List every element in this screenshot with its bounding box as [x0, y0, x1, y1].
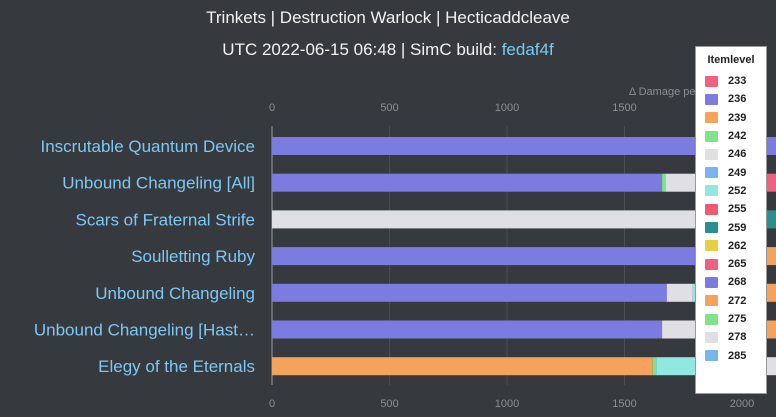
bar-segment-268 — [272, 283, 667, 302]
x-tick-label-bottom: 0 — [269, 398, 275, 410]
bar-segment-278 — [662, 320, 698, 339]
legend-item-268[interactable]: 268 — [696, 273, 766, 291]
legend-swatch — [705, 148, 718, 160]
category-label: Inscrutable Quantum Device — [41, 137, 256, 156]
x-tick-label-top: 1500 — [612, 102, 636, 114]
legend-label: 278 — [728, 331, 747, 344]
legend-item-239[interactable]: 239 — [696, 109, 766, 127]
legend-item-255[interactable]: 255 — [696, 200, 766, 218]
legend-item-278[interactable]: 278 — [696, 328, 766, 346]
bar-segment-272 — [272, 357, 653, 376]
legend-swatch — [705, 167, 718, 179]
legend-label: 265 — [728, 258, 747, 271]
legend-item-262[interactable]: 262 — [696, 237, 766, 255]
legend-item-236[interactable]: 236 — [696, 90, 766, 108]
subtitle-text: UTC 2022-06-15 06:48 | SimC build: — [222, 40, 502, 59]
legend-item-285[interactable]: 285 — [696, 346, 766, 364]
legend-swatch — [705, 130, 718, 142]
x-tick-label-bottom: 1000 — [495, 398, 519, 410]
legend-title: Itemlevel — [707, 54, 755, 66]
legend-label: 272 — [728, 294, 747, 307]
legend-items: 233 236 239 242 246 249 252 255 259 262 265 268 272 2… — [696, 72, 766, 365]
x-tick-label-bottom: 1500 — [612, 398, 636, 410]
bar-segment-268 — [272, 137, 776, 155]
legend: Itemlevel 233 236 239 242 246 249 252 255 259 262… — [695, 46, 767, 394]
legend-item-275[interactable]: 275 — [696, 310, 766, 328]
legend-label: 236 — [728, 93, 747, 106]
legend-swatch — [705, 93, 718, 105]
legend-label: 268 — [728, 276, 747, 289]
legend-swatch — [705, 276, 718, 288]
legend-item-252[interactable]: 252 — [696, 182, 766, 200]
legend-swatch — [705, 75, 718, 87]
legend-label: 239 — [728, 111, 747, 124]
legend-swatch — [705, 112, 718, 124]
legend-swatch — [705, 313, 718, 325]
legend-label: 262 — [728, 239, 747, 252]
x-tick-label-bottom: 2000 — [730, 398, 754, 410]
legend-swatch — [705, 222, 718, 234]
legend-item-242[interactable]: 242 — [696, 127, 766, 145]
build-link[interactable]: fedaf4f — [501, 40, 554, 59]
x-tick-label-top: 1000 — [495, 102, 519, 114]
legend-swatch — [705, 331, 718, 343]
legend-item-265[interactable]: 265 — [696, 255, 766, 273]
legend-swatch — [705, 350, 718, 362]
category-label: Unbound Changeling [All] — [62, 174, 255, 193]
bar-segment-252 — [656, 357, 704, 376]
legend-label: 259 — [728, 221, 747, 234]
legend-item-246[interactable]: 246 — [696, 145, 766, 163]
category-label: Unbound Changeling [Hast… — [34, 321, 255, 340]
bar-segment-278 — [272, 210, 740, 229]
legend-item-233[interactable]: 233 — [696, 72, 766, 90]
x-tick-label-bottom: 500 — [380, 398, 398, 410]
bar-segment-278 — [666, 283, 693, 302]
category-label: Unbound Changeling — [95, 284, 255, 303]
bar-segment-275 — [652, 357, 657, 376]
x-tick-label-top: 0 — [269, 102, 275, 114]
bar-segment-268 — [272, 247, 705, 266]
legend-label: 275 — [728, 313, 747, 325]
legend-label: 252 — [728, 184, 747, 197]
legend-swatch — [705, 203, 718, 215]
legend-label: 255 — [728, 203, 747, 216]
bar-segment-272 — [764, 247, 776, 266]
category-label: Elegy of the Eternals — [98, 357, 255, 376]
bar-segment-268 — [272, 320, 663, 339]
category-label: Soulletting Ruby — [131, 247, 255, 266]
legend-item-249[interactable]: 249 — [696, 163, 766, 181]
bar-segment-278 — [665, 173, 697, 192]
bar-segment-268 — [272, 173, 663, 192]
chart-title: Trinkets | Destruction Warlock | Hectica… — [206, 8, 570, 27]
legend-swatch — [705, 240, 718, 252]
legend-swatch — [705, 258, 718, 270]
legend-label: 249 — [728, 166, 747, 179]
legend-swatch — [705, 295, 718, 307]
chart-subtitle: UTC 2022-06-15 06:48 | SimC build: fedaf… — [0, 40, 776, 60]
x-tick-label-top: 500 — [380, 102, 398, 114]
bar-segment-275 — [662, 173, 666, 192]
legend-swatch — [705, 185, 718, 197]
legend-item-272[interactable]: 272 — [696, 292, 766, 310]
category-label: Scars of Fraternal Strife — [75, 210, 255, 229]
legend-label: 285 — [728, 349, 747, 362]
legend-label: 242 — [728, 130, 747, 143]
legend-item-259[interactable]: 259 — [696, 218, 766, 236]
legend-label: 233 — [728, 75, 747, 88]
legend-label: 246 — [728, 148, 747, 161]
